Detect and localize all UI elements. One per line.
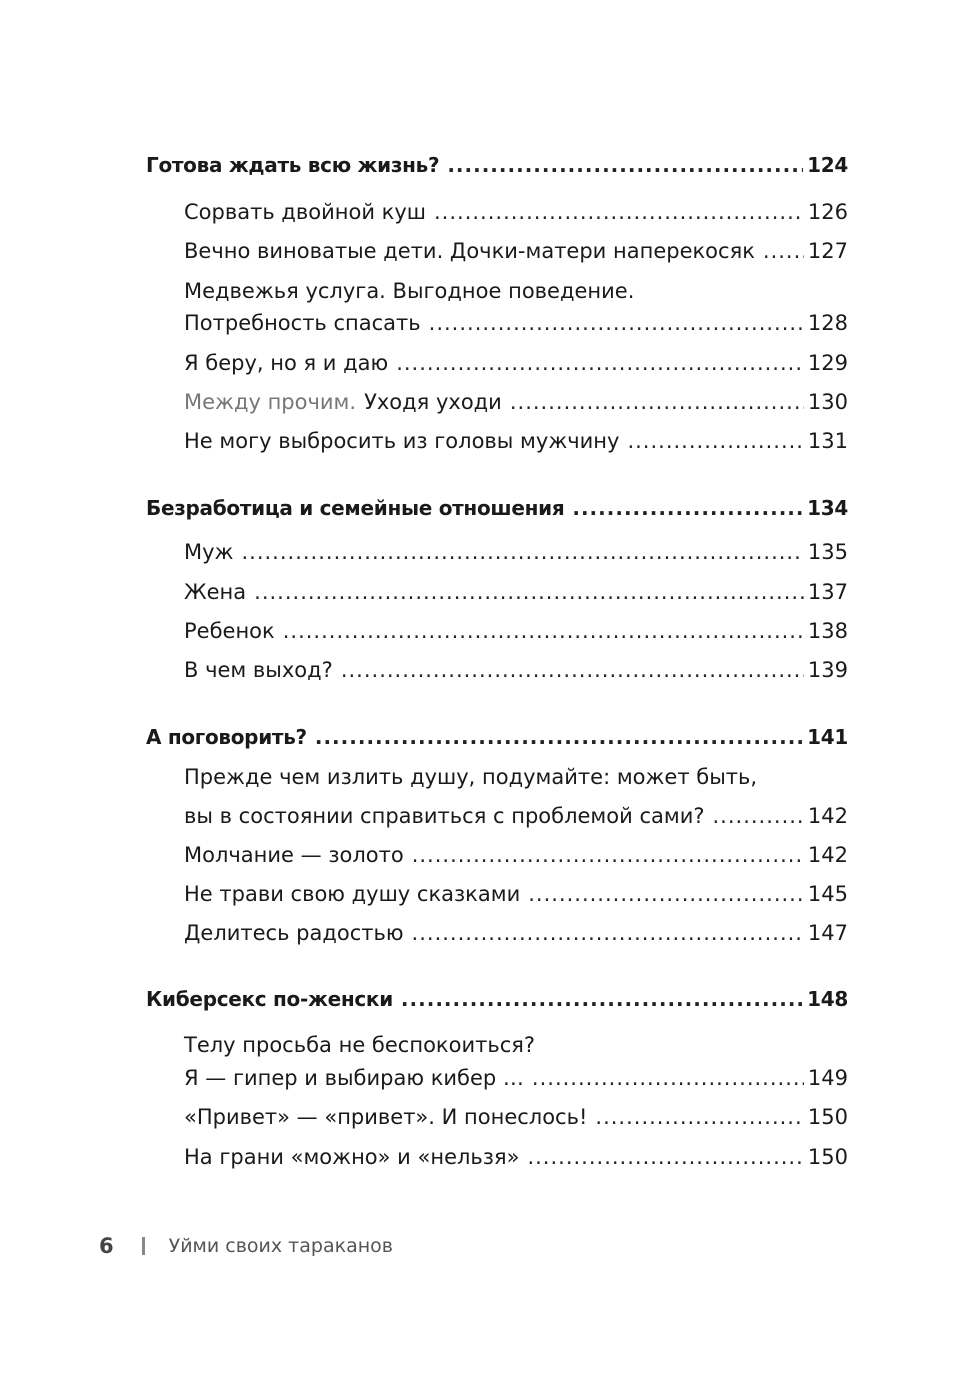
leader-dots bbox=[429, 308, 804, 338]
entry-title: Не трави свою душу сказками bbox=[184, 882, 521, 906]
entry-title: Потребность спасать bbox=[184, 311, 421, 335]
leader-dots bbox=[447, 150, 803, 180]
toc-entry: Делитесь радостью 147 bbox=[184, 918, 848, 948]
entry-title: Молчание — золото bbox=[184, 843, 404, 867]
entry-title: Готова ждать всю жизнь? bbox=[146, 153, 440, 177]
toc-entry: Я — гипер и выбираю кибер … 149 bbox=[184, 1063, 848, 1093]
entry-title: Сорвать двойной куш bbox=[184, 200, 426, 224]
entry-title: А поговорить? bbox=[146, 725, 307, 749]
toc-entry: Ребенок 138 bbox=[184, 616, 848, 646]
leader-dots bbox=[532, 1063, 804, 1093]
leader-dots bbox=[401, 984, 803, 1014]
entry-page-number: 147 bbox=[807, 921, 848, 945]
section-heading: А поговорить? 141 bbox=[146, 722, 848, 752]
leader-dots bbox=[412, 840, 804, 870]
entry-title: Жена bbox=[184, 580, 247, 604]
entry-title: Делитесь радостью bbox=[184, 921, 404, 945]
entry-page-number: 134 bbox=[807, 496, 848, 520]
leader-dots bbox=[412, 918, 804, 948]
leader-dots bbox=[434, 197, 804, 227]
entry-title-line1: Телу просьба не беспокоиться? bbox=[184, 1033, 536, 1057]
entry-title: Безработица и семейные отношения bbox=[146, 496, 565, 520]
entry-page-number: 135 bbox=[807, 540, 848, 564]
toc-entry: Муж 135 bbox=[184, 537, 848, 567]
leader-dots bbox=[572, 493, 803, 523]
entry-title: Я беру, но я и даю bbox=[184, 351, 389, 375]
section-heading: Безработица и семейные отношения 134 bbox=[146, 493, 848, 523]
toc-entry: Не трави свою душу сказками 145 bbox=[184, 879, 848, 909]
entry-title: вы в состоянии справиться с проблемой са… bbox=[184, 804, 705, 828]
entry-page-number: 150 bbox=[807, 1145, 848, 1169]
toc-entry: На грани «можно» и «нельзя» 150 bbox=[184, 1142, 848, 1172]
page-footer: 6 Уйми своих тараканов bbox=[99, 1234, 393, 1258]
entry-page-number: 130 bbox=[807, 390, 848, 414]
leader-dots bbox=[396, 348, 804, 378]
entry-title: Я — гипер и выбираю кибер … bbox=[184, 1066, 524, 1090]
toc-entry: Я беру, но я и даю 129 bbox=[184, 348, 848, 378]
entry-page-number: 131 bbox=[807, 429, 848, 453]
entry-page-number: 148 bbox=[807, 987, 848, 1011]
toc-entry: «Привет» — «привет». И понеслось! 150 bbox=[184, 1102, 848, 1132]
toc-entry: Молчание — золото 142 bbox=[184, 840, 848, 870]
leader-dots bbox=[527, 1142, 803, 1172]
section-heading: Готова ждать всю жизнь? 124 bbox=[146, 150, 848, 180]
entry-prefix: Между прочим. bbox=[184, 390, 357, 414]
entry-page-number: 141 bbox=[807, 725, 848, 749]
toc-entry: вы в состоянии справиться с проблемой са… bbox=[184, 801, 848, 831]
entry-page-number: 139 bbox=[807, 658, 848, 682]
entry-title: Уходя уходи bbox=[364, 390, 502, 414]
entry-title: В чем выход? bbox=[184, 658, 333, 682]
entry-page-number: 124 bbox=[807, 153, 848, 177]
entry-title-line1: Медвежья услуга. Выгодное поведение. bbox=[184, 279, 635, 303]
leader-dots bbox=[528, 879, 804, 909]
entry-title: Ребенок bbox=[184, 619, 275, 643]
entry-page-number: 150 bbox=[807, 1105, 848, 1129]
toc-entry: В чем выход? 139 bbox=[184, 655, 848, 685]
entry-page-number: 142 bbox=[807, 843, 848, 867]
leader-dots bbox=[241, 537, 803, 567]
entry-page-number: 137 bbox=[807, 580, 848, 604]
leader-dots bbox=[315, 722, 803, 752]
entry-title-line1: Прежде чем излить душу, подумайте: может… bbox=[184, 765, 758, 789]
leader-dots bbox=[763, 236, 804, 266]
leader-dots bbox=[283, 616, 804, 646]
entry-page-number: 149 bbox=[807, 1066, 848, 1090]
toc-entry: Сорвать двойной куш 126 bbox=[184, 197, 848, 227]
leader-dots bbox=[510, 387, 804, 417]
section-heading: Киберсекс по-женски 148 bbox=[146, 984, 848, 1014]
entry-page-number: 126 bbox=[807, 200, 848, 224]
entry-title: Не могу выбросить из головы мужчину bbox=[184, 429, 620, 453]
toc-entry: Потребность спасать 128 bbox=[184, 308, 848, 338]
leader-dots bbox=[595, 1102, 804, 1132]
page-number: 6 bbox=[99, 1234, 114, 1258]
entry-page-number: 128 bbox=[807, 311, 848, 335]
leader-dots bbox=[341, 655, 804, 685]
footer-divider bbox=[141, 1237, 145, 1255]
toc-entry: Между прочим. Уходя уходи 130 bbox=[184, 387, 848, 417]
entry-title: «Привет» — «привет». И понеслось! bbox=[184, 1105, 588, 1129]
leader-dots bbox=[254, 577, 804, 607]
entry-title: Киберсекс по-женски bbox=[146, 987, 393, 1011]
entry-page-number: 138 bbox=[807, 619, 848, 643]
entry-title: Муж bbox=[184, 540, 234, 564]
entry-title: На грани «можно» и «нельзя» bbox=[184, 1145, 520, 1169]
toc-entry: Не могу выбросить из головы мужчину 131 bbox=[184, 426, 848, 456]
entry-page-number: 129 bbox=[807, 351, 848, 375]
leader-dots bbox=[627, 426, 803, 456]
entry-title: Вечно виноватые дети. Дочки-матери напер… bbox=[184, 239, 755, 263]
entry-page-number: 145 bbox=[807, 882, 848, 906]
entry-page-number: 142 bbox=[807, 804, 848, 828]
toc-entry: Вечно виноватые дети. Дочки-матери напер… bbox=[184, 236, 848, 266]
book-title: Уйми своих тараканов bbox=[168, 1235, 393, 1257]
toc-entry: Жена 137 bbox=[184, 577, 848, 607]
entry-page-number: 127 bbox=[807, 239, 848, 263]
leader-dots bbox=[713, 801, 804, 831]
